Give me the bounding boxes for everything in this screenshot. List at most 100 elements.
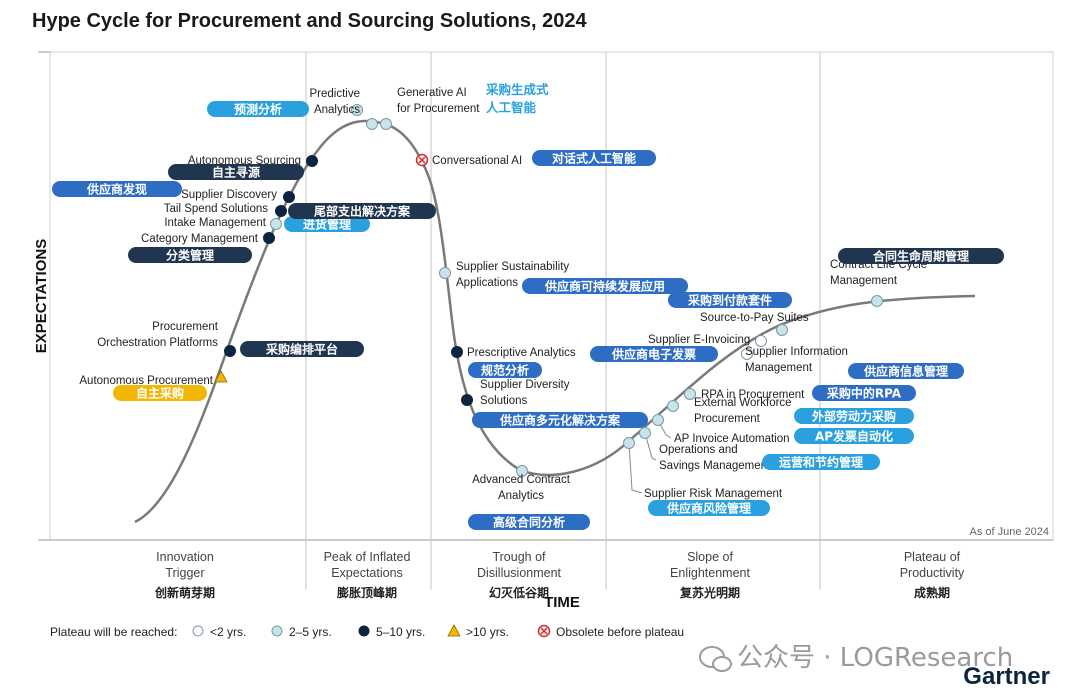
item-marker[interactable] (776, 324, 788, 336)
item-label: Generative AI for Procurement (397, 87, 480, 115)
hype-item[interactable]: Conversational AI 对话式人工智能 (415, 150, 657, 167)
legend-item: 5–10 yrs. (358, 625, 425, 639)
phase-label: Peak of Inflated Expectations 膨胀顶峰期 (324, 550, 411, 600)
phase-label: Plateau of Productivity 成熟期 (900, 550, 965, 600)
hype-item[interactable]: Tail Spend Solutions 尾部支出解决方案 (164, 203, 436, 219)
item-cn-pill (522, 278, 688, 294)
item-cn-label: 采购编排平台 (265, 342, 338, 357)
hype-item[interactable]: Category Management 分类管理 (128, 232, 275, 264)
item-marker[interactable] (871, 295, 883, 307)
item-cn-pill (762, 454, 880, 470)
plot-frame (49, 51, 1054, 541)
item-marker[interactable] (263, 232, 275, 244)
phase-label: Innovation Trigger 创新萌芽期 (154, 550, 215, 600)
legend-item: <2 yrs. (192, 625, 246, 639)
item-cn-label: 采购到付款套件 (687, 293, 772, 308)
item-marker[interactable] (283, 191, 295, 203)
item-marker[interactable] (306, 155, 318, 167)
item-marker[interactable] (755, 335, 767, 347)
item-label: Prescriptive Analytics (467, 347, 576, 359)
hype-item[interactable]: Prescriptive Analytics 规范分析 (451, 346, 576, 379)
as-of-date: As of June 2024 (969, 526, 1049, 538)
hype-item[interactable]: Supplier Information Management 供应商信息管理 (741, 346, 965, 379)
hype-item[interactable]: Supplier Sustainability Applications 供应商可持… (439, 261, 689, 294)
item-label: Autonomous Procurement (79, 375, 213, 387)
item-label: Supplier Risk Management (644, 488, 783, 500)
item-marker[interactable] (275, 205, 287, 217)
item-label: Category Management (141, 233, 259, 245)
item-marker[interactable] (214, 370, 228, 383)
legend-marker (447, 624, 461, 637)
item-marker[interactable] (684, 388, 696, 400)
legend-item: >10 yrs. (447, 624, 509, 639)
item-cn-label: 合同生命周期管理 (873, 249, 969, 264)
item-marker[interactable] (380, 118, 392, 130)
item-cn-pill (794, 408, 914, 424)
item-label: Supplier Diversity Solutions (480, 379, 570, 407)
hype-item[interactable]: Supplier Discovery 供应商发现 (52, 181, 295, 203)
y-axis-label: EXPECTATIONS (33, 239, 50, 353)
item-marker[interactable] (439, 267, 451, 279)
item-marker[interactable] (741, 348, 753, 360)
item-cn-pill (284, 216, 370, 232)
wechat-icon-part (712, 656, 732, 672)
item-cn-pill (52, 181, 182, 197)
item-cn-label: 规范分析 (481, 363, 529, 378)
item-label: Supplier Sustainability Applications (456, 261, 569, 289)
item-label: External Workforce Procurement (694, 397, 792, 425)
phase-name: Slope of Enlightenment (670, 550, 750, 580)
item-marker[interactable] (623, 437, 635, 449)
hype-item[interactable]: Procurement Orchestration Platforms 采购编排平台 (97, 321, 364, 357)
item-label: Supplier E-Invoicing (648, 334, 750, 346)
hype-item[interactable]: Operations and Savings Management 运营和节约管理 (639, 427, 881, 473)
item-cn-label: 预测分析 (234, 102, 282, 117)
item-cn-label: 运营和节约管理 (779, 455, 863, 470)
item-label: RPA in Procurement (701, 389, 805, 401)
item-cn-label: 高级合同分析 (493, 515, 565, 530)
item-marker[interactable] (270, 218, 282, 230)
phase-cn: 成熟期 (914, 585, 950, 600)
item-marker[interactable] (516, 465, 528, 477)
item-cn-label: 进货管理 (303, 217, 351, 232)
item-marker[interactable] (451, 346, 463, 358)
item-marker[interactable] (652, 414, 664, 426)
item-marker[interactable] (224, 345, 236, 357)
hype-item[interactable]: External Workforce Procurement 外部劳动力采购 (667, 397, 915, 425)
legend-marker (358, 625, 370, 637)
phase-name: Trough of Disillusionment (477, 550, 562, 580)
legend-label: <2 yrs. (210, 625, 246, 639)
hype-item[interactable]: RPA in Procurement 采购中的RPA (684, 385, 917, 401)
item-label: Source-to-Pay Suites (700, 312, 809, 324)
leader-line (628, 442, 643, 494)
item-marker-cross (418, 156, 426, 164)
hype-item[interactable]: AP Invoice Automation AP发票自动化 (652, 414, 915, 446)
item-label: Supplier Information Management (745, 346, 848, 374)
item-marker[interactable] (351, 104, 363, 116)
item-marker[interactable] (639, 427, 651, 439)
hype-item[interactable]: Advanced Contract Analytics 高级合同分析 (468, 465, 590, 531)
hype-item[interactable]: Supplier Diversity Solutions 供应商多元化解决方案 (461, 379, 649, 428)
hype-item[interactable]: Source-to-Pay Suites 采购到付款套件 (668, 292, 809, 336)
item-cn-pill (590, 346, 718, 362)
item-cn-pill (532, 150, 656, 166)
phase-name: Plateau of Productivity (900, 550, 965, 580)
legend-label: Obsolete before plateau (556, 625, 684, 639)
leader-line (644, 432, 657, 461)
item-cn-pill (668, 292, 792, 308)
hype-item[interactable]: Intake Management 进货管理 (164, 216, 370, 232)
item-marker[interactable] (667, 400, 679, 412)
legend-item: 2–5 yrs. (271, 625, 332, 639)
item-marker[interactable] (366, 118, 378, 130)
item-cn-label: 分类管理 (166, 248, 214, 263)
item-cn-label: 供应商电子发票 (611, 347, 696, 362)
legend-label: 2–5 yrs. (289, 625, 332, 639)
hype-item[interactable]: Predictive Analytics 预测分析 (207, 88, 363, 117)
item-marker[interactable] (461, 394, 473, 406)
